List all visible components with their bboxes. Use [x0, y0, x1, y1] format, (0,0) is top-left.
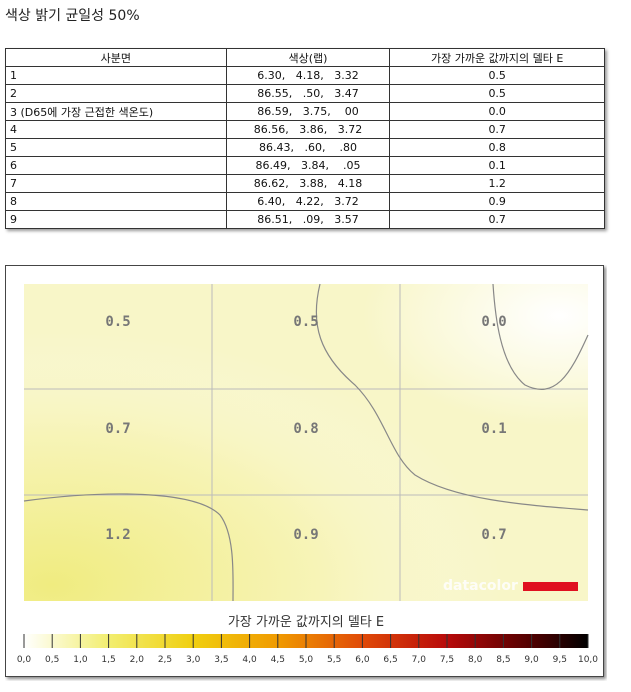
cell-label: 0.0 [481, 314, 506, 330]
table-cell: 6 [5, 156, 227, 175]
contours [23, 283, 589, 602]
table-cell: 86.55, .50, 3.47 [225, 84, 391, 103]
table-row: 2 86.55, .50, 3.47 0.5 [5, 84, 605, 103]
table-cell: 9 [5, 210, 227, 229]
cell-label: 0.8 [293, 421, 318, 437]
colorbar-tick-label: 2,0 [130, 655, 145, 665]
cell-label: 0.7 [105, 421, 130, 437]
cell-label: 0.1 [481, 421, 506, 437]
legend-title: 가장 가까운 값까지의 델타 E [228, 615, 384, 630]
table-cell: 0.7 [389, 120, 605, 139]
colorbar-tick-label: 6,5 [383, 655, 397, 665]
colorbar-tick-label: 6,0 [355, 655, 370, 665]
table-row: 3 (D65에 가장 근접한 색온도) 86.59, 3.75, 00 0.0 [5, 102, 605, 121]
table-cell: 0.9 [389, 192, 605, 211]
logo: datacolor [443, 578, 518, 594]
cell-label: 1.2 [105, 527, 130, 543]
colorbar-tick-label: 8,5 [496, 655, 510, 665]
table-cell: 0.8 [389, 138, 605, 157]
table-cell: 4 [5, 120, 227, 139]
column-header: 색상(랩) [225, 48, 391, 67]
table-cell: 3 (D65에 가장 근접한 색온도) [5, 102, 227, 121]
table-cell: 2 [5, 84, 227, 103]
colorbar-tick-label: 4,5 [271, 655, 285, 665]
table-cell: 5 [5, 138, 227, 157]
table-cell: 86.49, 3.84, .05 [225, 156, 391, 175]
table-row: 6 86.49, 3.84, .05 0.1 [5, 156, 605, 175]
colorbar-tick-label: 9,0 [524, 655, 539, 665]
header-row: 사분면 색상(랩) 가장 가까운 값까지의 델타 E [5, 48, 605, 67]
logo-bar [523, 582, 578, 591]
table-body: 1 6.30, 4.18, 3.32 0.5 2 86.55, .50, 3.47 0.5… [5, 66, 605, 229]
table-row: 8 6.40, 4.22, 3.72 0.9 [5, 192, 605, 211]
table-cell: 0.1 [389, 156, 605, 175]
plot-light [24, 284, 588, 601]
colorbar-tick-label: 10,0 [578, 655, 598, 665]
table-cell: 7 [5, 174, 227, 193]
table-row: 7 86.62, 3.88, 4.18 1.2 [5, 174, 605, 193]
table-cell: 1.2 [389, 174, 605, 193]
colorbar-tick-label: 3,0 [186, 655, 201, 665]
cell-label: 0.5 [105, 314, 130, 330]
heatmap: 0.5 0.5 0.0 0.7 0.8 0.1 1.2 0.9 0.7 datacolor 가장… [5, 265, 604, 677]
colorbar-tick-label: 9,5 [553, 655, 567, 665]
cell-labels: 0.5 0.5 0.0 0.7 0.8 0.1 1.2 0.9 0.7 [105, 314, 506, 543]
colorbar-tick-label: 0,0 [17, 655, 32, 665]
colorbar-tick-label: 5,0 [299, 655, 314, 665]
table-row: 9 86.51, .09, 3.57 0.7 [5, 210, 605, 229]
table-cell: 1 [5, 66, 227, 85]
colorbar-tick-label: 8,0 [468, 655, 483, 665]
table-row: 5 86.43, .60, .80 0.8 [5, 138, 605, 157]
colorbar-tick-label: 1,5 [101, 655, 115, 665]
colorbar-tick-label: 1,0 [73, 655, 88, 665]
colorbar-tick-label: 5,5 [327, 655, 341, 665]
table-cell: 8 [5, 192, 227, 211]
colorbar-tick-label: 7,0 [412, 655, 427, 665]
table-cell: 0.5 [389, 84, 605, 103]
table-cell: 0.5 [389, 66, 605, 85]
page-title: 색상 밝기 균일성 50% [5, 8, 140, 24]
grid [24, 284, 588, 601]
table-row: 4 86.56, 3.86, 3.72 0.7 [5, 120, 605, 139]
column-header: 가장 가까운 값까지의 델타 E [389, 48, 605, 67]
data-table: 사분면 색상(랩) 가장 가까운 값까지의 델타 E 1 6.30, 4.18, 3.… [5, 48, 605, 229]
cell-label: 0.7 [481, 527, 506, 543]
table-cell: 86.62, 3.88, 4.18 [225, 174, 391, 193]
colorbar-ticks: 0,0 0,5 1,0 1,5 2,0 2,5 3,0 3,5 4,0 4,5 5,0 5,5 6,0 6… [17, 634, 598, 665]
colorbar-tick-label: 0,5 [45, 655, 59, 665]
colorbar-tick-label: 7,5 [440, 655, 454, 665]
cell-label: 0.5 [293, 314, 318, 330]
colorbar-tick-label: 2,5 [158, 655, 172, 665]
table-cell: 6.40, 4.22, 3.72 [225, 192, 391, 211]
table-cell: 6.30, 4.18, 3.32 [225, 66, 391, 85]
table-cell: 0.0 [389, 102, 605, 121]
table-cell: 86.51, .09, 3.57 [225, 210, 391, 229]
column-header: 사분면 [5, 48, 227, 67]
table-cell: 86.43, .60, .80 [225, 138, 391, 157]
colorbar-tick-label: 3,5 [214, 655, 228, 665]
colorbar-tick-label: 4,0 [242, 655, 257, 665]
table-cell: 86.59, 3.75, 00 [225, 102, 391, 121]
cell-label: 0.9 [293, 527, 318, 543]
table-row: 1 6.30, 4.18, 3.32 0.5 [5, 66, 605, 85]
table-cell: 0.7 [389, 210, 605, 229]
table-cell: 86.56, 3.86, 3.72 [225, 120, 391, 139]
